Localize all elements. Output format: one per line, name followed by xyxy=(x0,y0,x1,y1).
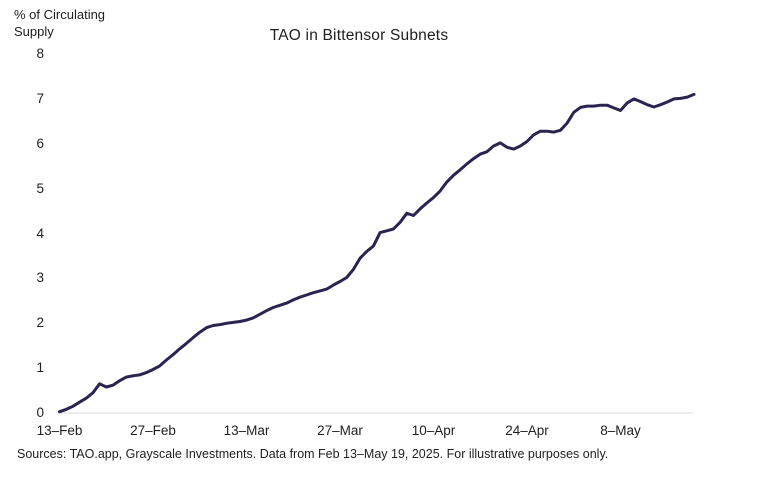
y-tick-label: 0 xyxy=(36,405,44,420)
y-tick-label: 1 xyxy=(36,360,44,376)
x-tick-label: 13–Feb xyxy=(36,423,83,438)
y-tick-label: 6 xyxy=(36,135,44,151)
y-axis-title: % of Circulating Supply xyxy=(14,7,106,39)
x-tick-label: 8–May xyxy=(600,423,641,438)
y-tick-label: 8 xyxy=(36,46,44,61)
y-tick-label: 5 xyxy=(36,180,44,196)
x-tick-label: 10–Apr xyxy=(411,423,456,438)
x-tick-label: 24–Apr xyxy=(505,423,549,438)
y-tick-label: 2 xyxy=(36,315,44,331)
chart-title: TAO in Bittensor Subnets xyxy=(269,27,449,44)
x-tick-label: 13–Mar xyxy=(223,423,270,438)
tao-supply-series-line xyxy=(58,92,696,414)
source-note: Sources: TAO.app, Grayscale Investments.… xyxy=(17,447,609,461)
y-tick-label: 4 xyxy=(36,225,44,241)
x-tick-label: 27–Mar xyxy=(317,423,363,438)
y-tick-label: 7 xyxy=(36,90,44,106)
x-tick-label: 27–Feb xyxy=(130,423,176,438)
y-tick-label: 3 xyxy=(36,270,44,286)
